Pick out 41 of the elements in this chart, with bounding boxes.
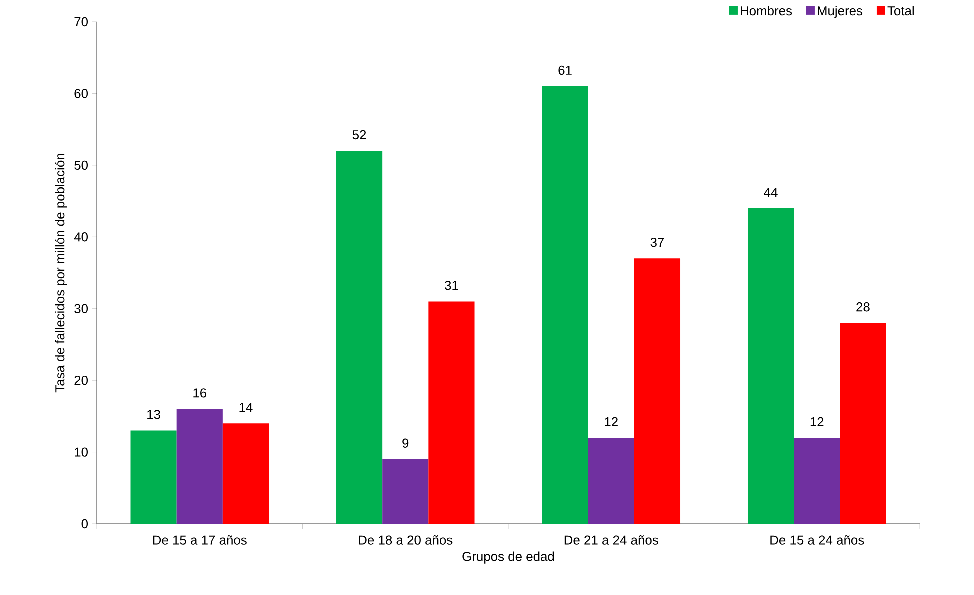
- legend-label: Hombres: [741, 6, 792, 16]
- x-tick-label: De 21 a 24 años: [564, 535, 658, 545]
- bar: [336, 151, 383, 524]
- data-label: 16: [194, 388, 207, 398]
- y-tick-label: 50: [74, 160, 88, 170]
- y-tick-label: 40: [74, 232, 88, 242]
- bar: [794, 438, 840, 524]
- data-label: 31: [445, 281, 458, 290]
- bar: [130, 430, 177, 524]
- data-label: 28: [856, 302, 870, 312]
- data-label: 61: [558, 66, 572, 76]
- y-tick-label: 20: [74, 376, 88, 386]
- y-tick-label: 60: [74, 89, 88, 98]
- data-label: 44: [764, 188, 778, 197]
- bar: [382, 459, 429, 524]
- bar: [840, 323, 886, 524]
- y-axis-title: Tasa de fallecidos por millón de población: [55, 154, 68, 393]
- bar: [542, 86, 588, 524]
- bar: [748, 208, 794, 524]
- bar: [176, 409, 223, 524]
- x-tick-label: De 15 a 17 años: [153, 535, 247, 545]
- y-tick-label: 10: [75, 448, 88, 457]
- data-label: 14: [240, 403, 253, 412]
- bar: [428, 302, 475, 524]
- data-label: 12: [605, 417, 618, 426]
- data-label: 12: [810, 417, 824, 426]
- legend-label: Total: [888, 6, 914, 16]
- data-label: 52: [352, 130, 366, 140]
- y-tick-label: 30: [74, 304, 88, 314]
- y-tick-label: 0: [82, 519, 88, 529]
- x-tick-label: De 18 a 20 años: [359, 535, 453, 545]
- y-tick-label: 70: [74, 17, 88, 27]
- legend-label: Mujeres: [818, 6, 863, 18]
- x-axis-title: Grupos de edad: [462, 552, 554, 564]
- bar: [588, 438, 634, 524]
- bar: [222, 424, 270, 524]
- data-label: 9: [402, 438, 409, 448]
- data-label: 37: [650, 238, 664, 248]
- bar: [634, 258, 681, 524]
- x-tick-label: De 15 a 24 años: [770, 535, 864, 545]
- data-label: 13: [148, 410, 160, 420]
